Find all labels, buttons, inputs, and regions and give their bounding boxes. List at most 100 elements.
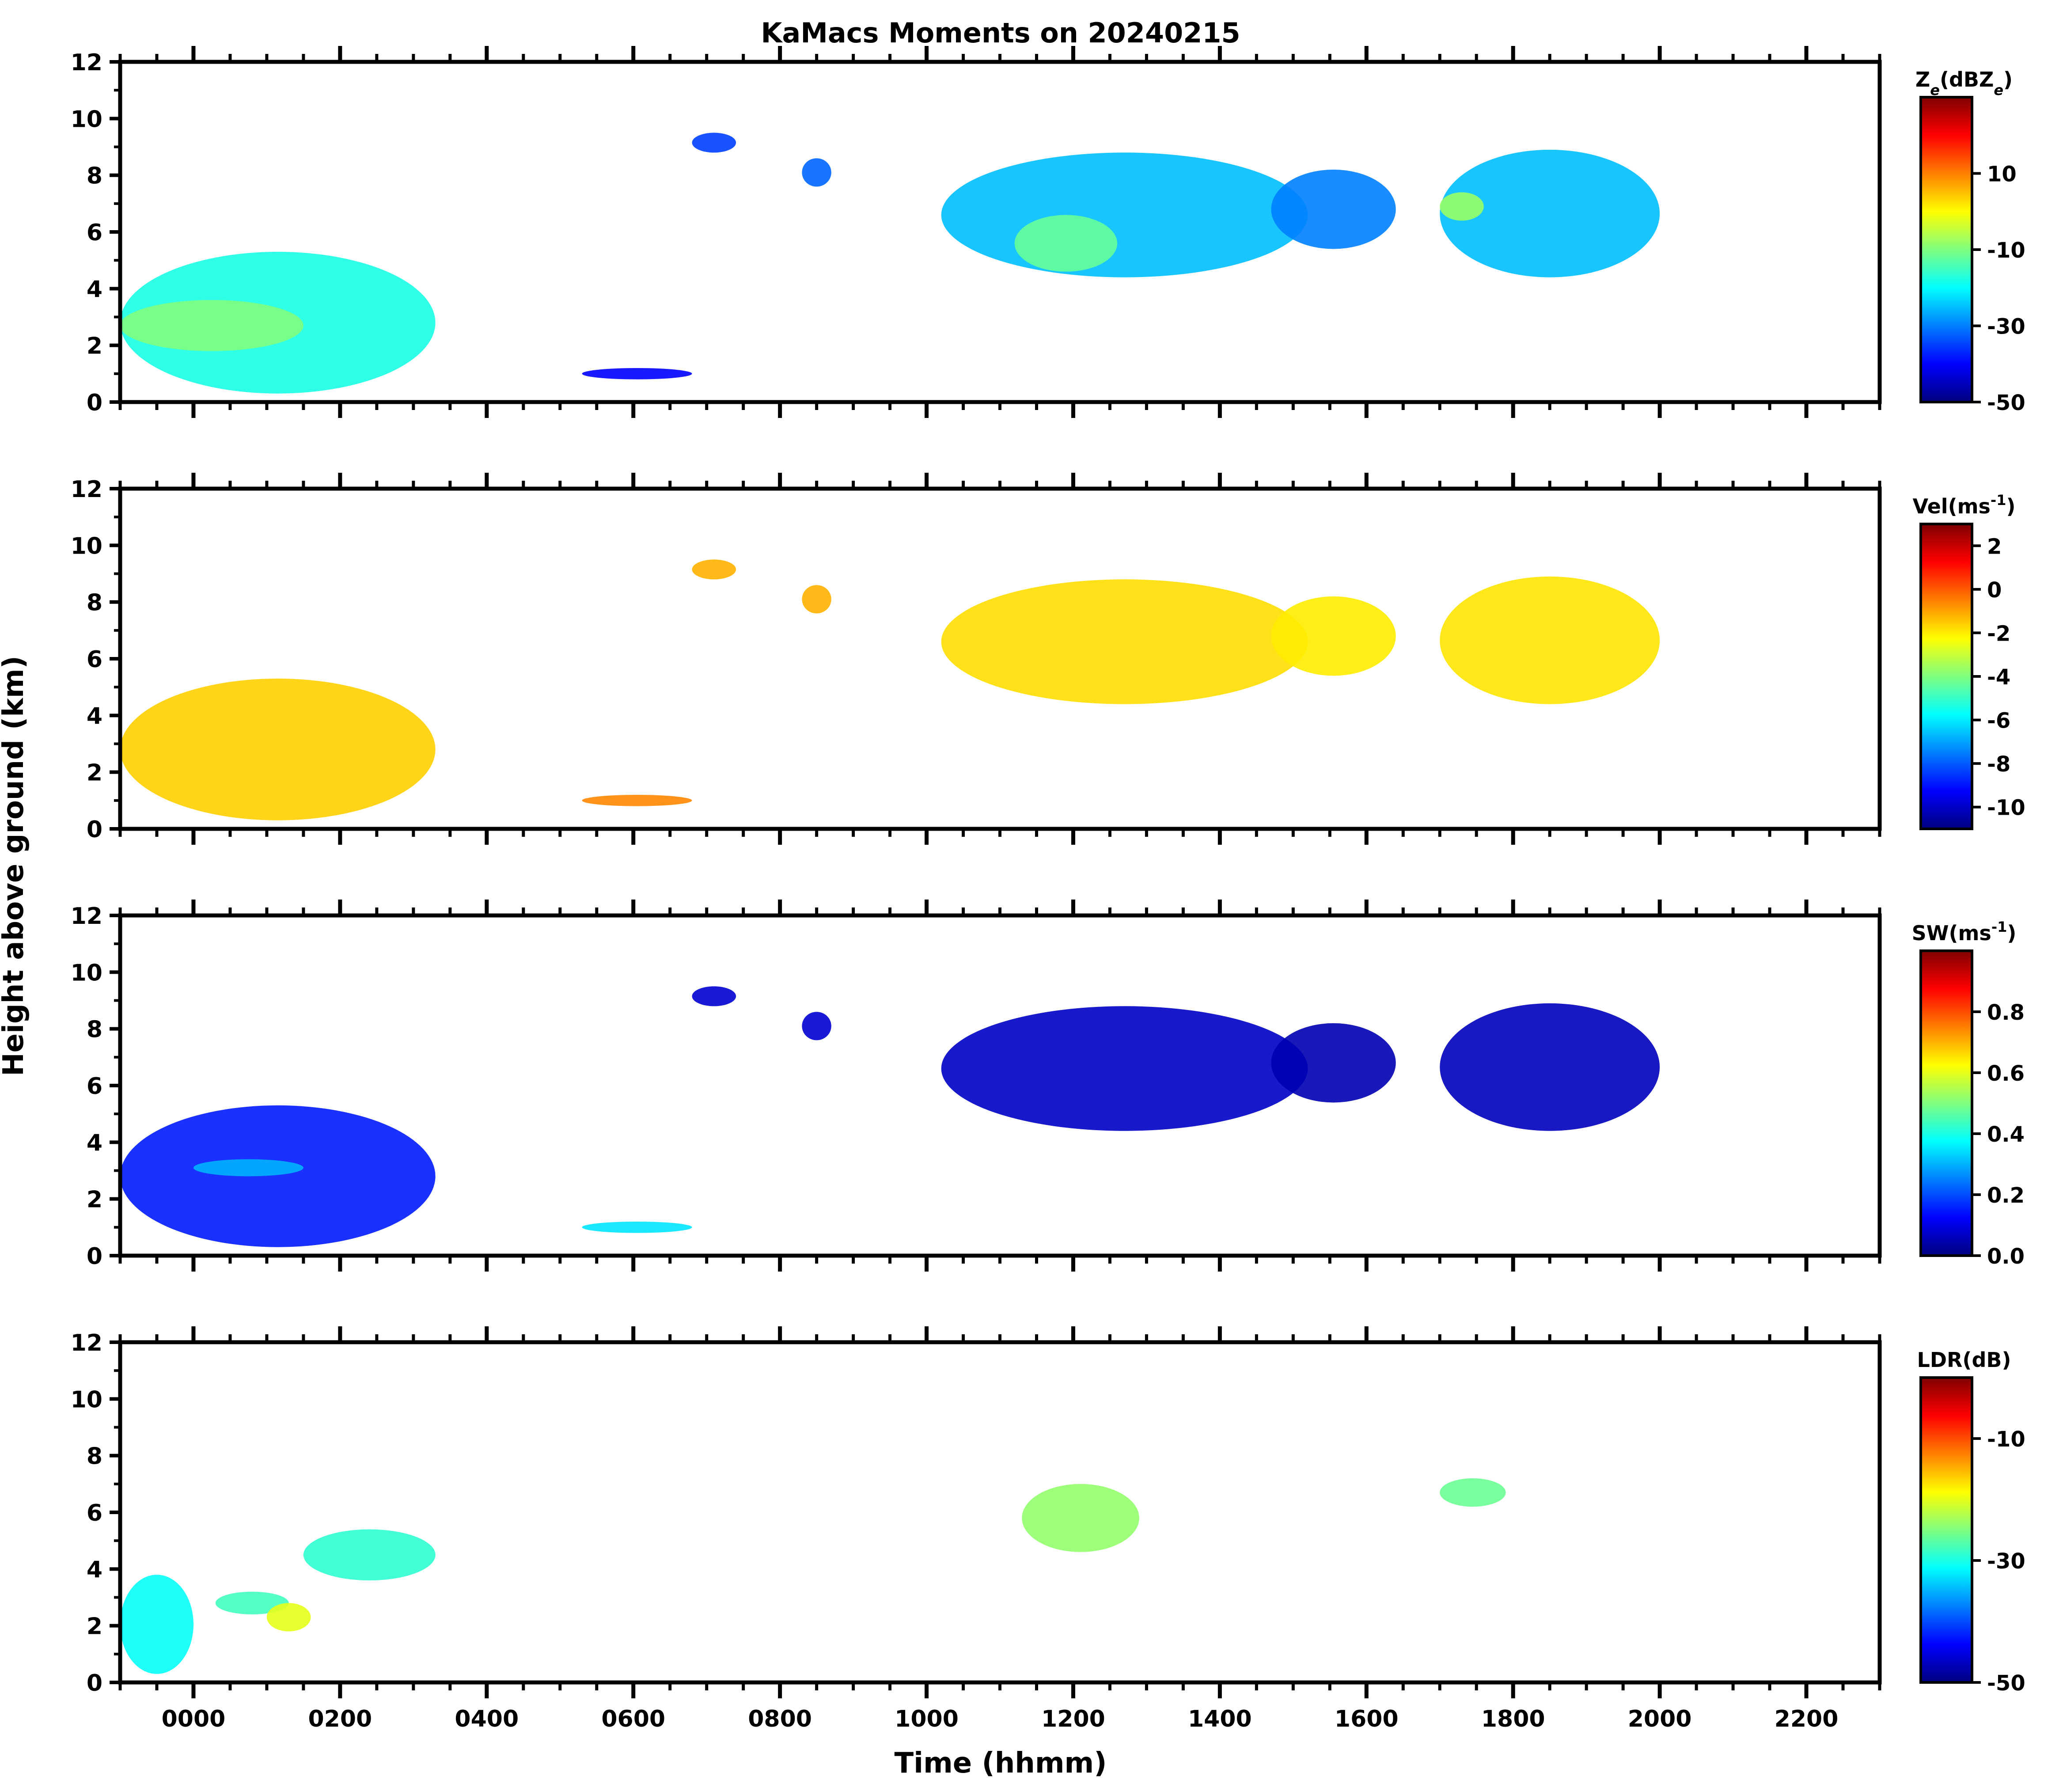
colorbar-tick-label: -6 [1987,709,2010,733]
colorbar-label: Ze(dBZe) [1915,68,2013,99]
echo-region [1271,596,1396,676]
echo-region [1022,1484,1139,1552]
echo-region [802,158,831,187]
panel-reflectivity: 0 2 4 6 8 10 12 10 -10 -30 -50 Ze(dBZe) [71,46,2025,418]
colorbar-label: Vel(ms-1) [1913,492,2016,518]
y-tick-label: 4 [87,1130,102,1156]
y-tick-label: 2 [87,1187,102,1213]
y-tick-label: 8 [87,1017,102,1043]
panel-ldr: 0 2 4 6 8 10 12 0000 0200 0400 0600 0800 1000 1200 140… [71,1326,2025,1732]
y-tick-label: 4 [87,276,102,303]
y-tick-label: 6 [87,1073,102,1100]
x-tick-label: 1600 [1335,1706,1399,1732]
x-tick-label: 0000 [162,1706,226,1732]
y-tick-label: 10 [71,106,102,133]
x-tick-label: 1200 [1041,1706,1105,1732]
echo-region [941,1006,1308,1131]
echo-region [1014,215,1118,272]
y-tick-label: 10 [71,533,102,559]
y-tick-label: 0 [87,816,102,843]
y-tick-label: 8 [87,163,102,190]
colorbar [1921,951,1972,1256]
chart-title: KaMacs Moments on 20240215 [761,17,1240,49]
y-tick-label: 6 [87,1500,102,1526]
colorbar-tick-label: 0.6 [1987,1061,2025,1086]
y-tick-label: 0 [87,390,102,416]
echo-region [303,1529,436,1581]
panel-data [120,986,1660,1247]
y-axis-label: Height above ground (km) [0,656,30,1076]
colorbar-tick-label: -50 [1987,391,2025,415]
echo-region [692,986,736,1006]
echo-region [120,1105,436,1247]
y-tick-label: 6 [87,220,102,246]
echo-region [266,1603,311,1632]
panel-data [120,133,1660,394]
x-tick-label: 0400 [455,1706,519,1732]
x-tick-label: 2200 [1775,1706,1839,1732]
y-tick-label: 10 [71,1386,102,1413]
echo-region [1271,169,1396,249]
echo-region [692,559,736,580]
colorbar-label: SW(ms-1) [1912,919,2017,945]
echo-region [1440,1478,1506,1507]
panel-frame [118,1340,1882,1685]
y-tick-label: 4 [87,703,102,729]
echo-region [120,1575,193,1674]
x-tick-label: 1800 [1481,1706,1545,1732]
y-tick-label: 2 [87,1614,102,1640]
x-tick-label: 1000 [895,1706,959,1732]
colorbar-frame [1919,949,1973,1257]
y-tick-label: 8 [87,590,102,616]
echo-region [120,678,436,820]
echo-region [1440,192,1484,221]
colorbar-tick-label: 0 [1987,578,2002,603]
y-tick-label: 0 [87,1243,102,1270]
echo-region [215,1591,289,1614]
colorbar-tick-label: -10 [1987,796,2025,820]
echo-region [802,585,831,614]
colorbar-label: LDR(dB) [1917,1348,2011,1372]
x-tick-label: 0600 [601,1706,665,1732]
echo-region [941,579,1308,704]
panel-data [120,1478,1506,1674]
echo-region [1440,1003,1660,1131]
colorbar-tick-label: 0.2 [1987,1183,2025,1208]
y-tick-label: 6 [87,646,102,673]
colorbar [1921,1378,1972,1682]
panel-spectrum_width: 0 2 4 6 8 10 12 0.8 0.6 0.4 0.2 0.0 SW(ms-1) [71,900,2025,1272]
echo-region [941,152,1308,277]
echo-region [1440,149,1660,277]
colorbar-tick-label: 0.0 [1987,1244,2025,1269]
y-tick-label: 12 [71,49,102,76]
echo-region [582,1222,692,1233]
colorbar-tick-label: -10 [1987,238,2025,263]
echo-region [1440,576,1660,704]
x-tick-label: 0200 [308,1706,372,1732]
x-tick-label: 2000 [1628,1706,1692,1732]
y-tick-label: 2 [87,333,102,360]
colorbar [1921,97,1972,402]
echo-region [802,1012,831,1040]
echo-region [582,368,692,380]
y-tick-label: 12 [71,476,102,503]
echo-region [193,1159,303,1177]
colorbar-tick-label: -30 [1987,315,2025,339]
colorbar-tick-label: -30 [1987,1549,2025,1574]
colorbar-tick-label: -4 [1987,665,2010,690]
panels: 0 2 4 6 8 10 12 10 -10 -30 -50 Ze(dBZe) 0 2 4 6 8 10 12 2 0 -… [71,46,2025,1732]
y-tick-label: 10 [71,960,102,986]
echo-region [120,300,303,351]
colorbar-tick-label: 2 [1987,534,2002,559]
panel-data [120,559,1660,820]
colorbar-tick-label: -50 [1987,1671,2025,1696]
colorbar-tick-label: 0.8 [1987,1000,2025,1025]
y-tick-label: 0 [87,1670,102,1697]
y-tick-label: 12 [71,903,102,930]
panel-velocity: 0 2 4 6 8 10 12 2 0 -2 -4 -6 -8 -10 Vel(ms-1) [71,473,2025,845]
x-axis-label: Time (hhmm) [895,1747,1107,1780]
colorbar-tick-label: -2 [1987,621,2010,646]
y-tick-label: 8 [87,1443,102,1470]
y-tick-label: 4 [87,1557,102,1583]
echo-region [582,795,692,806]
